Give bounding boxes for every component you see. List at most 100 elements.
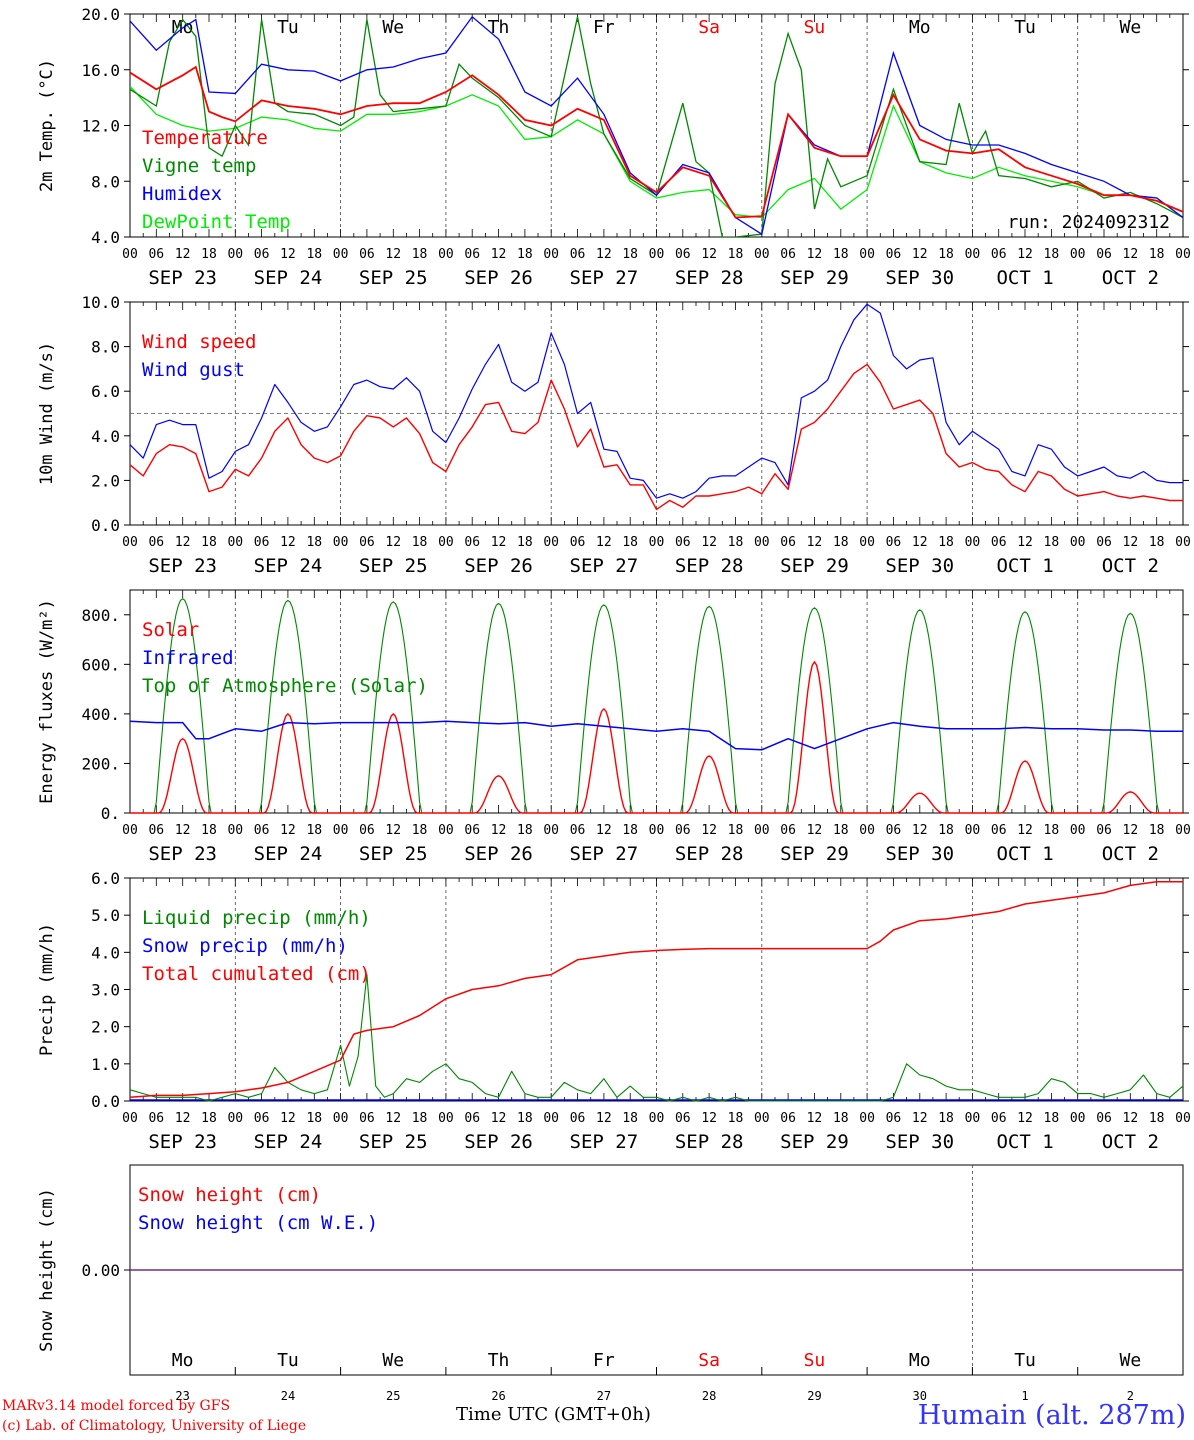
hour-tick-label: 18 [833,823,849,838]
hour-tick-label: 12 [175,535,191,550]
infrared-line [129,720,1183,751]
hour-tick-label: 00 [649,535,665,550]
date-label: SEP 26 [464,267,533,289]
series-line [130,65,1183,219]
weekday-label: Th [488,17,510,38]
time-tick-marks [129,302,1184,525]
temp-y-axis-label: 2m Temp. (°C) [37,59,57,192]
wind-y-tick-label: 4.0 [91,427,120,446]
date-label: SEP 27 [570,267,639,289]
day-number-label: 29 [807,1389,821,1403]
hour-tick-label: 18 [201,1111,217,1126]
wind-y-axis-label: 10m Wind (m/s) [37,342,57,485]
energy-y-tick-label: 800. [81,606,120,625]
footer-station-name: Humain (alt. 287m) [917,1400,1186,1431]
date-label: SEP 26 [464,1131,533,1153]
hour-tick-label: 12 [701,823,717,838]
date-label: SEP 25 [359,555,428,577]
hour-tick-label: 18 [728,535,744,550]
date-label: SEP 27 [570,1131,639,1153]
date-label: SEP 26 [464,843,533,865]
day-number-label: 27 [597,1389,611,1403]
hour-tick-label: 18 [1149,535,1165,550]
day-number-label: 1 [1021,1389,1028,1403]
weekday-label: We [1120,17,1142,38]
hour-tick-label: 00 [543,535,559,550]
hour-tick-label: 06 [359,247,375,262]
hour-tick-label: 00 [333,1111,349,1126]
footer-model-credit: MARv3.14 model forced by GFS [2,1398,231,1414]
hour-tick-label: 06 [570,535,586,550]
date-label: SEP 23 [148,555,217,577]
hour-tick-label: 18 [306,1111,322,1126]
time-tick-marks [129,878,1184,1101]
hour-tick-label: 06 [148,247,164,262]
hour-tick-label: 00 [1070,247,1086,262]
hour-tick-label: 06 [675,535,691,550]
hour-tick-label: 18 [1149,247,1165,262]
weekday-label: Tu [277,17,299,38]
date-label: SEP 24 [254,843,323,865]
hour-tick-label: 06 [148,823,164,838]
hour-tick-label: 06 [780,823,796,838]
hour-tick-label: 00 [649,1111,665,1126]
total-cumulated-line [129,880,1183,1099]
wind-y-tick-label: 8.0 [91,338,120,357]
footer-time-label: Time UTC (GMT+0h) [456,1404,651,1425]
weekday-label: Tu [277,1350,299,1371]
snow-legend-entry: Snow height (cm W.E.) [138,1212,378,1234]
hour-tick-label: 06 [464,247,480,262]
panel-frame [129,13,1184,238]
hour-tick-label: 00 [859,247,875,262]
date-label: OCT 1 [996,555,1053,577]
liquid-precip-line [129,974,1184,1102]
hour-tick-label: 12 [175,823,191,838]
hour-tick-label: 00 [122,1111,138,1126]
hour-tick-label: 12 [385,247,401,262]
run-annotation: run: 2024092312 [1007,212,1170,233]
hour-tick-label: 12 [385,823,401,838]
hour-tick-label: 00 [543,247,559,262]
hour-tick-label: 00 [754,247,770,262]
hour-tick-label: 12 [1123,1111,1139,1126]
energy-y-tick-label: 200. [81,754,120,773]
hour-tick-label: 12 [701,1111,717,1126]
hour-tick-label: 18 [201,247,217,262]
hour-tick-label: 00 [227,535,243,550]
hour-tick-label: 12 [701,247,717,262]
hour-tick-label: 06 [148,535,164,550]
hour-tick-label: 12 [1123,535,1139,550]
hour-tick-label: 00 [1175,1111,1191,1126]
hour-tick-label: 18 [306,823,322,838]
hour-tick-label: 12 [491,247,507,262]
precip-y-tick-label: 4.0 [91,943,120,962]
day-number-label: 23 [175,1389,189,1403]
wind-y-tick-label: 0.0 [91,516,120,535]
temp-legend-entry: Temperature [142,127,268,149]
hour-tick-label: 06 [886,1111,902,1126]
day-number-label: 26 [491,1389,505,1403]
weekday-label: Fr [593,1350,615,1371]
date-label: SEP 25 [359,843,428,865]
hour-tick-label: 18 [1044,1111,1060,1126]
series-line [130,86,1183,219]
hour-tick-label: 00 [1070,823,1086,838]
weekday-label: Mo [909,17,931,38]
weekday-label: Tu [1014,17,1036,38]
hour-tick-label: 18 [306,247,322,262]
hour-tick-label: 12 [280,535,296,550]
temp-legend-entry: Humidex [142,183,222,205]
hour-tick-label: 12 [175,1111,191,1126]
hour-tick-label: 12 [807,1111,823,1126]
hour-tick-label: 06 [991,247,1007,262]
precip-y-tick-label: 1.0 [91,1055,120,1074]
hour-tick-label: 06 [570,823,586,838]
precip-y-tick-label: 3.0 [91,981,120,1000]
hour-tick-label: 00 [965,823,981,838]
hour-tick-label: 12 [491,535,507,550]
hour-tick-label: 06 [1096,535,1112,550]
date-label: OCT 2 [1102,555,1159,577]
weekday-label: We [382,1350,404,1371]
hour-tick-label: 18 [201,823,217,838]
hour-tick-label: 18 [622,535,638,550]
